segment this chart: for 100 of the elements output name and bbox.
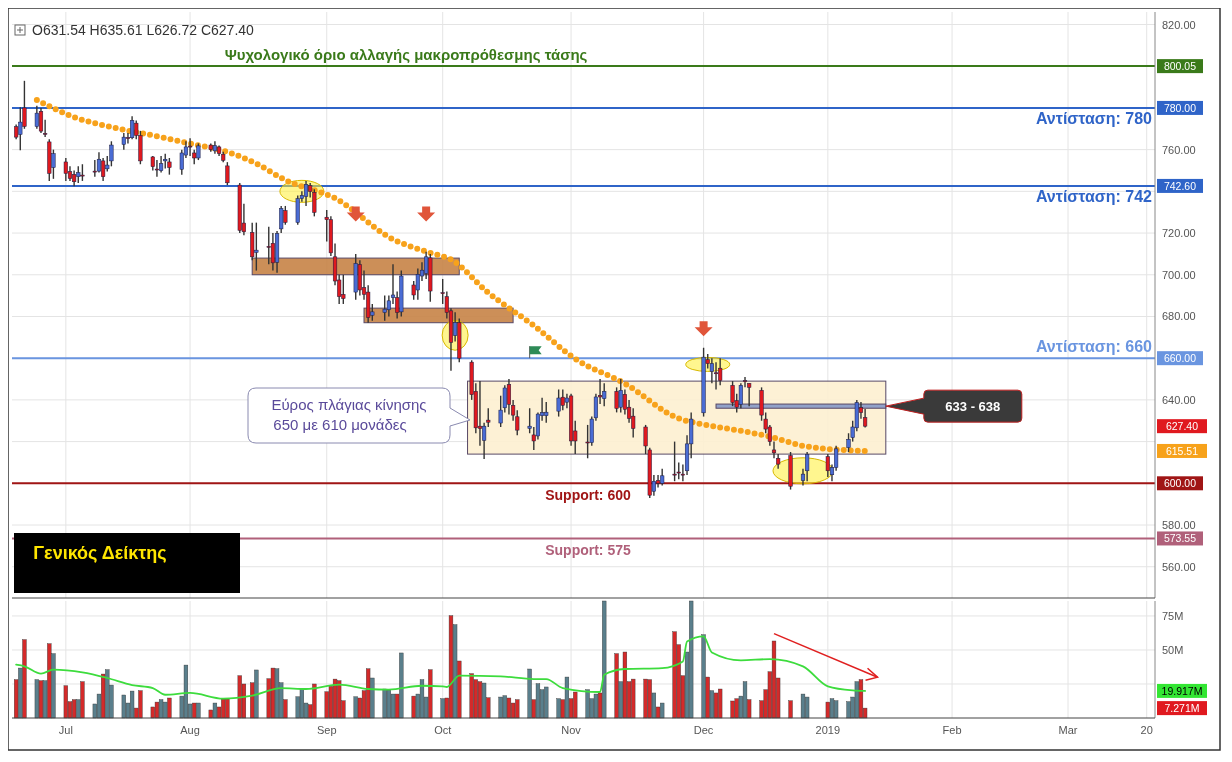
bar [254,669,259,719]
candlestick [63,157,68,182]
annotation: 633 - 638 [945,399,1001,415]
bar [154,701,160,719]
bar [47,643,52,719]
bar [556,698,561,719]
ref-line-label: 800.05 [1163,60,1197,73]
bar [564,676,570,719]
candlestick [556,388,561,418]
annotation: Αντίσταση: 780 [1035,109,1153,127]
x-tick-label: 2019 [815,724,841,736]
candlestick [341,274,346,305]
y-tick-label: 50M [1162,643,1184,656]
candlestick [713,361,719,391]
candlestick [130,115,135,140]
candlestick [279,205,284,234]
bar [730,700,735,719]
bar [622,651,628,719]
annotation: O631.54 H635.61 L626.72 C627.40 [32,22,255,38]
bar [353,696,358,719]
text: 19.917M [1161,684,1203,697]
bar [312,683,317,719]
bar [390,693,396,719]
candlestick [254,221,259,272]
y-tick-label: 760.00 [1162,143,1196,156]
bar [399,652,404,719]
ref-line-label: 660.00 [1163,352,1197,365]
bar [602,600,607,719]
candlestick [618,378,623,414]
bar [800,693,806,719]
candlestick [382,294,387,322]
bar [158,699,164,719]
x-tick-label: Jul [58,724,73,736]
annotation: Αντίσταση: 660 [1035,338,1153,356]
x-tick-label: Aug [180,724,200,736]
candlestick [109,140,114,168]
bar [196,702,201,719]
bar [192,702,197,719]
candlestick [283,205,288,226]
bar [734,698,739,719]
y-tick-label: 560.00 [1162,560,1196,573]
bar [515,699,520,719]
bar [225,698,230,719]
bar [167,697,172,719]
bar [63,685,68,719]
bar [614,653,619,719]
candlestick [805,451,810,482]
candlestick [38,107,44,134]
text: 615.51 [1165,444,1199,457]
ref-line-label: 742.60 [1163,179,1197,192]
bar [535,683,541,719]
x-tick-label: Oct [434,724,452,736]
candlestick [295,194,300,226]
y-tick-label: 580.00 [1162,519,1196,532]
bar [647,679,652,719]
y-tick-label: 640.00 [1162,393,1196,406]
bar [121,694,126,719]
bar [237,675,242,719]
bar [771,640,777,719]
x-tick-label: Mar [1058,724,1078,736]
bar [34,679,39,719]
bar [498,696,503,719]
bar [80,681,85,719]
y-tick-label: 75M [1162,609,1184,622]
bar [477,681,483,719]
x-tick-label: Feb [942,724,962,736]
ref-line-label: 573.55 [1163,532,1197,545]
bar [713,692,719,719]
x-tick-label: 20 [1140,724,1153,736]
bar [631,678,636,719]
annotation: Ψυχολογικό όριο αλλαγής μακροπρόθεσμης τάσης [224,46,588,64]
annotation: Αντίσταση: 742 [1035,187,1153,205]
text: Γενικός Δείκτης [33,543,167,563]
bar [858,679,864,719]
candlestick [672,440,677,482]
bar [411,695,416,719]
y-tick-label: 680.00 [1162,310,1196,323]
bar [643,678,648,719]
bar [274,668,280,719]
candlestick [544,401,549,424]
bar [440,698,445,719]
bar [672,631,677,719]
bar [163,701,168,719]
y-tick-label: 820.00 [1162,18,1196,31]
bar [105,669,110,719]
candlestick [266,226,271,266]
bar [428,669,433,719]
bar [544,686,549,719]
bar [212,702,218,719]
bar [527,668,532,719]
bar [742,681,748,719]
candlestick [771,440,777,459]
bar [183,664,189,719]
bar [788,700,793,719]
bar [829,698,835,719]
candlestick [34,105,39,130]
bar [593,693,599,719]
line-series [15,635,867,700]
candlestick [602,382,607,407]
candlestick [225,161,230,186]
